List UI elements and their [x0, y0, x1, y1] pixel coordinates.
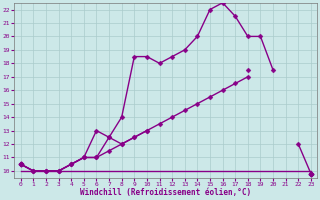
X-axis label: Windchill (Refroidissement éolien,°C): Windchill (Refroidissement éolien,°C)	[80, 188, 252, 197]
